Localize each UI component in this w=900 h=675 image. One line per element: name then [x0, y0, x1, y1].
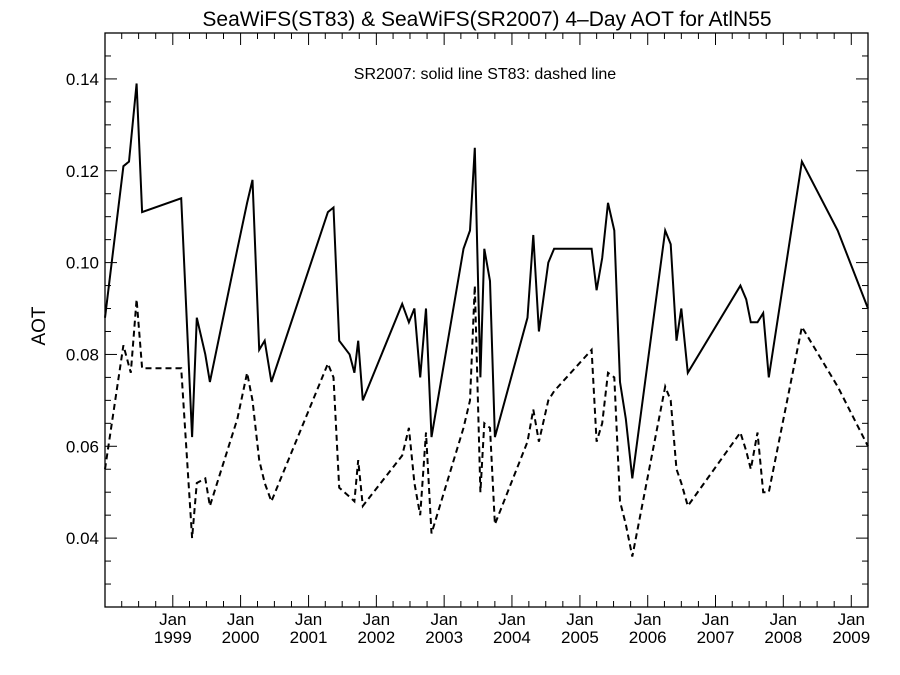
- axis-ticks: [105, 32, 868, 608]
- x-tick-month-label: Jan: [430, 610, 457, 629]
- plot-border: [104, 32, 869, 608]
- y-tick-label: 0.04: [66, 529, 99, 548]
- series-layer: [104, 83, 869, 557]
- x-tick-month-label: Jan: [363, 610, 390, 629]
- x-tick-year-label: 2005: [561, 628, 599, 647]
- y-tick-label: 0.12: [66, 162, 99, 181]
- x-tick-month-label: Jan: [838, 610, 865, 629]
- x-tick-year-label: 1999: [154, 628, 192, 647]
- x-tick-month-label: Jan: [498, 610, 525, 629]
- x-tick-month-label: Jan: [702, 610, 729, 629]
- x-tick-year-label: 2004: [493, 628, 531, 647]
- x-tick-month-label: Jan: [295, 610, 322, 629]
- series-line-st83: [104, 285, 869, 557]
- x-tick-year-label: 2008: [764, 628, 802, 647]
- x-tick-year-label: 2003: [425, 628, 463, 647]
- x-tick-month-label: Jan: [159, 610, 186, 629]
- x-tick-year-label: 2009: [832, 628, 870, 647]
- x-tick-month-label: Jan: [566, 610, 593, 629]
- x-tick-month-label: Jan: [634, 610, 661, 629]
- line-style-annotation: SR2007: solid line ST83: dashed line: [354, 66, 616, 83]
- x-tick-month-label: Jan: [770, 610, 797, 629]
- x-tick-year-label: 2002: [357, 628, 395, 647]
- x-tick-year-label: 2000: [222, 628, 260, 647]
- x-tick-month-label: Jan: [227, 610, 254, 629]
- plot-frame: [104, 32, 869, 608]
- axis-tick-labels: 0.040.060.080.100.120.14Jan1999Jan2000Ja…: [66, 70, 870, 647]
- x-tick-year-label: 2001: [290, 628, 328, 647]
- y-tick-label: 0.06: [66, 437, 99, 456]
- chart-title: SeaWiFS(ST83) & SeaWiFS(SR2007) 4–Day AO…: [202, 8, 771, 31]
- y-axis-label: AOT: [29, 306, 50, 345]
- y-tick-label: 0.10: [66, 254, 99, 273]
- y-tick-label: 0.08: [66, 345, 99, 364]
- series-line-sr2007: [104, 83, 869, 479]
- y-tick-label: 0.14: [66, 70, 99, 89]
- x-tick-year-label: 2006: [629, 628, 667, 647]
- x-tick-year-label: 2007: [697, 628, 735, 647]
